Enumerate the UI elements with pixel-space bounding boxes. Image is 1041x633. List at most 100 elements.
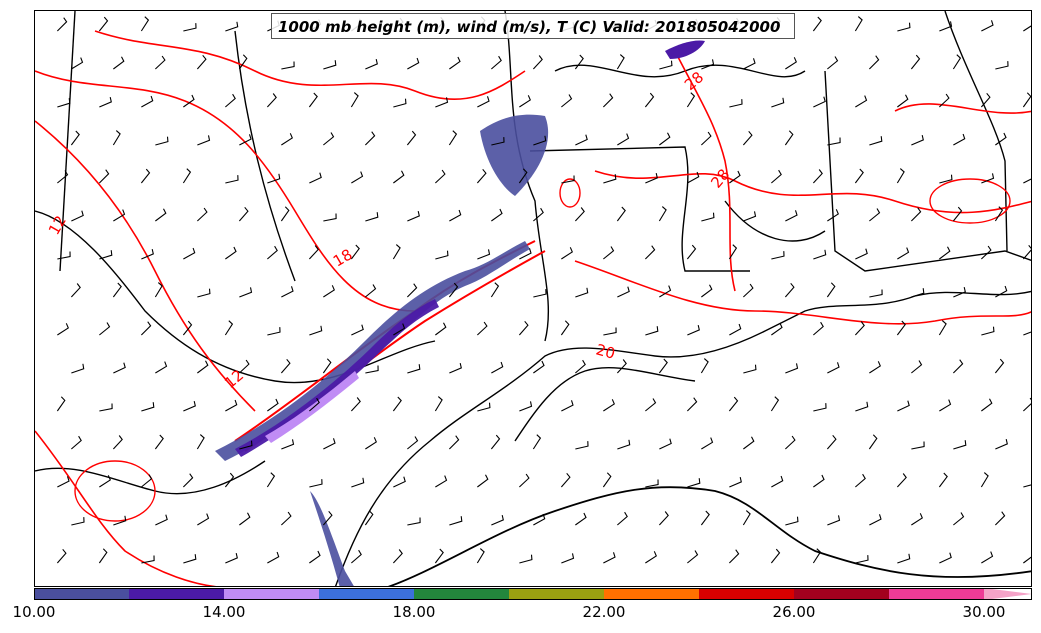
wind-barb bbox=[728, 549, 740, 564]
wind-barb bbox=[771, 97, 785, 108]
wind-barb bbox=[323, 213, 337, 222]
wind-barb bbox=[183, 554, 197, 564]
wind-barb bbox=[281, 439, 295, 450]
contour-label: 20 bbox=[594, 340, 617, 362]
wind-barb bbox=[113, 515, 127, 526]
wind-barb bbox=[897, 22, 911, 32]
wind-barb bbox=[448, 282, 459, 298]
wind-barb bbox=[140, 321, 152, 336]
height-contour bbox=[554, 64, 806, 78]
wind-barb bbox=[183, 247, 196, 260]
wind-barb bbox=[435, 250, 449, 260]
wind-barb bbox=[728, 396, 739, 412]
colorbar-segment bbox=[129, 588, 224, 600]
wind-barb bbox=[1023, 331, 1031, 336]
map-canvas: 28 28 18 12 12 20 bbox=[35, 11, 1031, 586]
wind-barb bbox=[224, 320, 234, 336]
wind-barb bbox=[365, 58, 378, 70]
wind-barb bbox=[659, 132, 671, 146]
wind-barb bbox=[364, 131, 376, 146]
wind-barb bbox=[574, 207, 585, 222]
precipitation-band bbox=[215, 40, 705, 586]
wind-barb bbox=[645, 398, 657, 412]
wind-barb bbox=[239, 512, 251, 526]
wind-barb bbox=[855, 473, 866, 488]
wind-barb bbox=[826, 434, 837, 450]
wind-barb bbox=[785, 210, 798, 222]
wind-barb bbox=[98, 16, 109, 32]
wind-barb bbox=[938, 472, 948, 488]
colorbar-border bbox=[34, 588, 1032, 600]
state-boundary bbox=[529, 146, 750, 272]
gulf-coastline bbox=[334, 290, 1031, 586]
wind-barb bbox=[322, 510, 333, 526]
wind-barb bbox=[785, 363, 799, 374]
wind-barb bbox=[561, 247, 573, 260]
wind-barb bbox=[897, 400, 910, 412]
wind-barb bbox=[56, 396, 66, 412]
wind-barb bbox=[490, 434, 501, 450]
colorbar-tick-label: 18.00 bbox=[392, 603, 436, 621]
wind-barb bbox=[351, 324, 364, 336]
state-boundary bbox=[824, 70, 1031, 272]
wind-barb bbox=[99, 403, 113, 412]
wind-barb bbox=[476, 548, 485, 564]
wind-barb bbox=[953, 440, 967, 450]
wind-barb bbox=[449, 209, 462, 222]
wind-barb bbox=[729, 99, 743, 108]
wind-barb bbox=[71, 435, 82, 450]
colorbar-segment bbox=[224, 588, 319, 600]
wind-barb bbox=[939, 21, 953, 32]
wind-barb bbox=[602, 472, 612, 488]
wind-barb bbox=[827, 209, 839, 222]
wind-barbs bbox=[56, 16, 1031, 564]
wind-barb bbox=[812, 169, 823, 184]
wind-barb bbox=[224, 472, 235, 488]
wind-barb bbox=[141, 474, 153, 488]
wind-barb bbox=[281, 286, 294, 298]
temperature-contour bbox=[674, 50, 736, 292]
colorbar-segment bbox=[604, 588, 699, 600]
wind-barb bbox=[1023, 25, 1031, 32]
wind-barb bbox=[98, 548, 108, 564]
wind-barb bbox=[154, 55, 166, 70]
wind-barb bbox=[981, 326, 995, 336]
wind-barb bbox=[827, 56, 839, 70]
state-boundary bbox=[944, 11, 1008, 252]
wind-barb bbox=[406, 130, 417, 146]
colorbar-tick-label: 10.00 bbox=[12, 603, 56, 621]
wind-barb bbox=[869, 136, 883, 146]
wind-barb bbox=[267, 173, 281, 184]
wind-barb bbox=[616, 359, 627, 374]
wind-barb bbox=[896, 168, 905, 184]
wind-barb bbox=[435, 322, 447, 336]
wind-barb bbox=[365, 212, 379, 222]
wind-barb bbox=[280, 511, 292, 526]
wind-barb bbox=[182, 320, 193, 336]
contour-label: 28 bbox=[681, 68, 707, 94]
wind-barb bbox=[309, 479, 323, 488]
wind-barb bbox=[407, 436, 419, 450]
wind-barb bbox=[645, 551, 657, 564]
wind-barb bbox=[71, 210, 84, 222]
wind-barb bbox=[897, 247, 910, 260]
wind-barb bbox=[112, 130, 121, 146]
wind-barb bbox=[995, 61, 1009, 70]
wind-barb bbox=[952, 54, 962, 70]
temperature-contour bbox=[929, 178, 1011, 224]
wind-barb bbox=[896, 320, 906, 336]
wind-barb bbox=[365, 365, 379, 374]
wind-barb bbox=[575, 134, 588, 146]
wind-barb bbox=[308, 92, 318, 108]
wind-barb bbox=[98, 169, 110, 184]
wind-barb bbox=[449, 56, 461, 70]
colorbar-segment bbox=[699, 588, 794, 600]
wind-barb bbox=[869, 289, 883, 298]
wind-barb bbox=[911, 513, 923, 526]
wind-barb bbox=[855, 95, 868, 108]
wind-barb bbox=[197, 288, 211, 298]
wind-barb bbox=[939, 399, 952, 412]
wind-barb bbox=[981, 20, 994, 32]
gulf-height-contour bbox=[387, 486, 1031, 586]
wind-barb bbox=[827, 362, 840, 374]
